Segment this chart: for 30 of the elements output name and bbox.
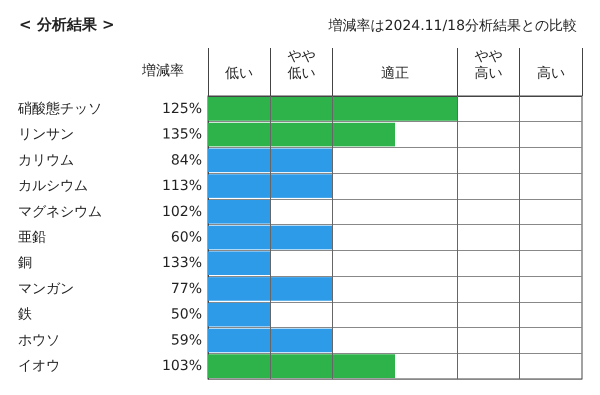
text: 60% xyxy=(170,230,202,246)
text: < 分析結果 > xyxy=(19,16,115,34)
text: 133% xyxy=(162,255,202,272)
y-tick-label: カルシウム xyxy=(18,178,88,194)
y-tick-label: イオウ xyxy=(18,358,60,374)
y-axis-title: 増減率 xyxy=(141,62,184,79)
y-tick-label: ホウソ xyxy=(18,332,60,348)
y-tick-label: 亜鉛 xyxy=(18,230,46,246)
y-tick-label: マンガン xyxy=(18,280,74,297)
y-tick-label: マグネシウム xyxy=(18,204,102,220)
text: 適正 xyxy=(381,66,409,82)
chart-subtitle: 増減率は2024.11/18分析結果との比較 xyxy=(328,17,578,34)
text: 低い xyxy=(225,66,254,82)
text: 59% xyxy=(170,332,202,348)
text: やや低い xyxy=(288,48,316,82)
text: やや高い xyxy=(474,48,502,82)
y-tick-label: 硝酸態チッソ xyxy=(17,100,102,117)
text: 高い xyxy=(536,66,565,82)
text: 50% xyxy=(170,306,202,323)
text: 84% xyxy=(170,152,202,168)
y-tick-label: 銅 xyxy=(18,255,32,272)
text: 125% xyxy=(162,100,202,117)
text: 102% xyxy=(162,204,202,220)
y-tick-label: カリウム xyxy=(18,152,74,168)
text: 103% xyxy=(162,358,202,374)
y-tick-label: リンサン xyxy=(18,126,74,143)
text: 113% xyxy=(162,178,202,194)
text: 77% xyxy=(170,280,202,297)
y-tick-label: 鉄 xyxy=(18,306,32,323)
text: 135% xyxy=(162,126,202,143)
